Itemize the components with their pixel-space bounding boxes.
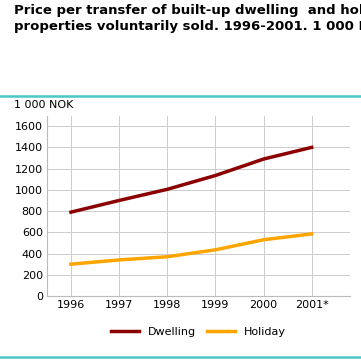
Text: 1 000 NOK: 1 000 NOK bbox=[14, 100, 74, 110]
Legend: Dwelling, Holiday: Dwelling, Holiday bbox=[107, 322, 290, 341]
Text: Price per transfer of built-up dwelling  and holiday
properties voluntarily sold: Price per transfer of built-up dwelling … bbox=[14, 4, 361, 32]
